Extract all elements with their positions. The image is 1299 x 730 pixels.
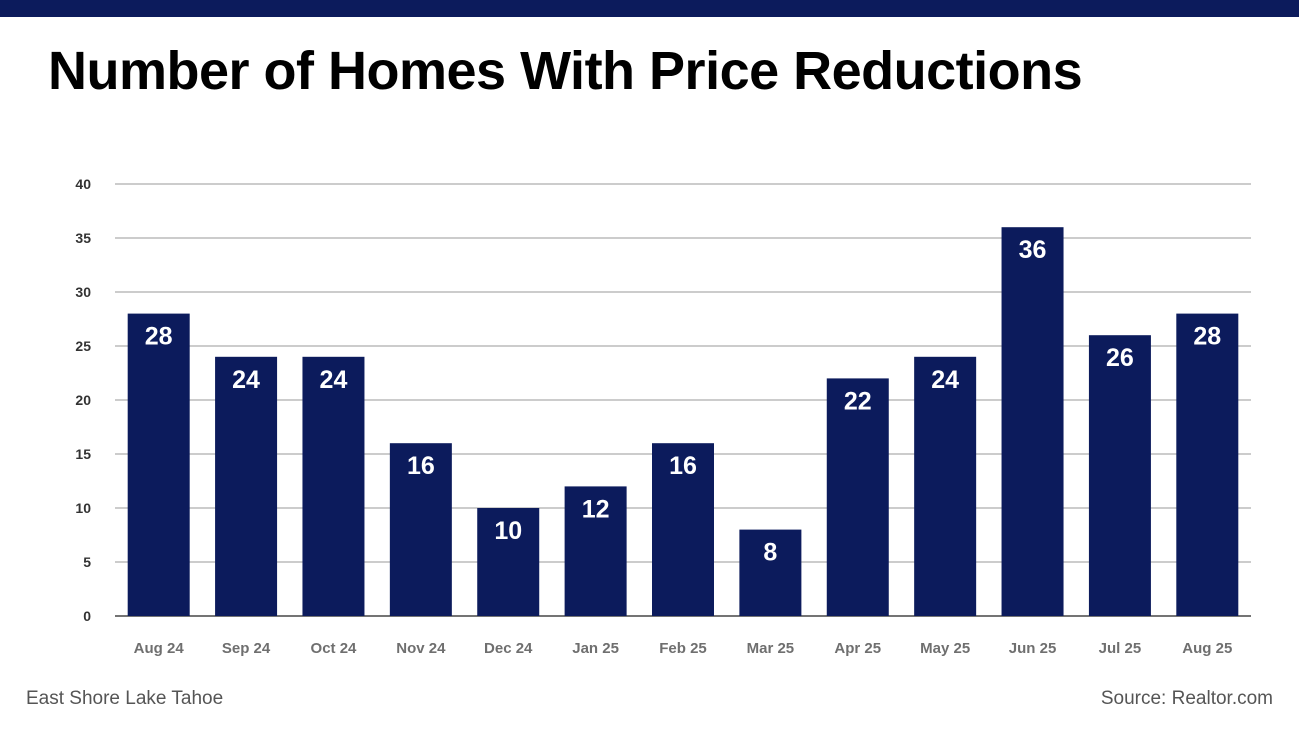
bar-value-label: 10	[494, 517, 522, 545]
x-tick-label: May 25	[920, 640, 970, 657]
bar-value-label: 12	[582, 495, 610, 523]
top-accent-bar	[0, 0, 1299, 17]
bar-value-label: 22	[844, 387, 872, 415]
x-tick-label: Aug 24	[134, 640, 185, 657]
x-tick-label: Oct 24	[311, 640, 358, 657]
bar-value-label: 8	[763, 539, 777, 567]
location-label: East Shore Lake Tahoe	[26, 688, 224, 709]
bar-value-label: 16	[669, 452, 697, 480]
x-tick-label: Nov 24	[396, 640, 446, 657]
x-tick-label: Aug 25	[1182, 640, 1232, 657]
bar-value-label: 16	[407, 452, 435, 480]
y-tick-label: 30	[75, 284, 91, 300]
y-tick-label: 5	[83, 554, 91, 570]
bar	[1088, 335, 1151, 616]
x-tick-label: Sep 24	[222, 640, 271, 657]
x-tick-label: Jun 25	[1009, 640, 1057, 657]
page-title: Number of Homes With Price Reductions	[48, 41, 1083, 101]
y-tick-label: 10	[75, 500, 91, 516]
y-tick-label: 20	[75, 392, 91, 408]
x-tick-label: Mar 25	[747, 640, 795, 657]
bar	[389, 443, 452, 616]
x-tick-label: Dec 24	[484, 640, 533, 657]
bar	[652, 443, 714, 616]
bar	[215, 356, 278, 616]
bar-value-label: 36	[1019, 236, 1047, 264]
bar-value-label: 28	[1193, 323, 1221, 351]
bar	[914, 356, 977, 616]
y-tick-label: 35	[75, 230, 91, 246]
bar	[1001, 227, 1064, 616]
bar	[477, 508, 540, 616]
y-tick-label: 25	[75, 338, 91, 354]
bar-value-label: 28	[145, 323, 173, 351]
bar	[739, 529, 802, 616]
bar-value-label: 24	[320, 366, 348, 394]
y-tick-label: 40	[75, 176, 91, 192]
x-tick-label: Jan 25	[572, 640, 619, 657]
x-tick-label: Apr 25	[834, 640, 881, 657]
bar	[127, 313, 190, 616]
bar	[1176, 313, 1239, 616]
bar-value-label: 24	[232, 366, 260, 394]
source-label: Source: Realtor.com	[1100, 688, 1273, 709]
bar	[564, 486, 627, 616]
bar	[826, 378, 889, 616]
bar-value-label: 26	[1106, 344, 1134, 372]
bar	[302, 356, 365, 616]
y-tick-label: 0	[83, 608, 91, 624]
x-tick-label: Jul 25	[1099, 640, 1142, 657]
bar-value-label: 24	[931, 366, 959, 394]
y-tick-label: 15	[75, 446, 91, 462]
x-tick-label: Feb 25	[659, 640, 707, 657]
